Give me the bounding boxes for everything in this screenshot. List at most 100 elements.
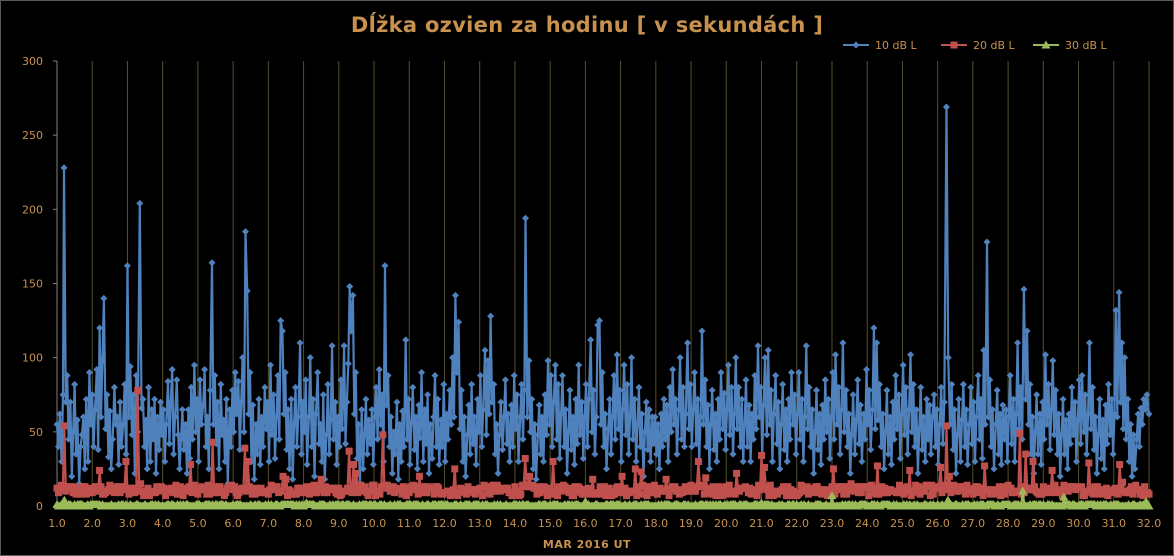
data-point-series-1 <box>284 406 292 414</box>
data-point-series-1 <box>876 380 884 388</box>
data-point-series-1 <box>66 398 74 406</box>
data-point-series-1 <box>62 398 70 406</box>
data-point-series-1 <box>1106 431 1114 439</box>
data-point-series-1 <box>495 431 503 439</box>
data-point-series-2 <box>379 431 387 439</box>
data-point-series-1 <box>122 450 130 458</box>
data-point-series-2 <box>398 490 406 498</box>
data-point-series-2 <box>1045 484 1053 492</box>
data-point-series-1 <box>518 380 526 388</box>
x-tick-label: 9.0 <box>330 517 348 530</box>
data-point-series-1 <box>1036 410 1044 418</box>
data-point-series-2 <box>981 462 989 470</box>
data-point-series-1 <box>82 395 90 403</box>
data-point-series-1 <box>1005 413 1013 421</box>
data-point-series-1 <box>961 443 969 451</box>
data-point-series-2 <box>810 489 818 497</box>
data-point-series-1 <box>595 317 603 325</box>
data-point-series-1 <box>889 398 897 406</box>
data-point-series-1 <box>628 354 636 362</box>
data-point-series-1 <box>434 395 442 403</box>
data-point-series-1 <box>522 214 530 222</box>
data-point-series-1 <box>773 440 781 448</box>
data-point-series-2 <box>489 481 497 489</box>
data-point-series-1 <box>245 410 253 418</box>
data-point-series-1 <box>419 458 427 465</box>
data-point-series-1 <box>56 410 64 418</box>
data-point-series-2 <box>904 487 912 495</box>
data-point-series-1 <box>275 435 283 443</box>
data-point-series-1 <box>808 406 816 414</box>
data-point-series-1 <box>503 440 511 448</box>
data-point-series-1 <box>162 420 170 428</box>
data-point-series-1 <box>84 458 92 465</box>
data-point-series-2 <box>865 492 873 500</box>
data-point-series-2 <box>715 483 723 491</box>
data-point-series-1 <box>995 450 1003 458</box>
data-point-series-1 <box>887 460 895 468</box>
data-point-series-1 <box>541 391 549 399</box>
data-point-series-1 <box>884 450 892 458</box>
data-point-series-1 <box>670 420 678 428</box>
data-point-series-2 <box>969 490 977 498</box>
data-point-series-2 <box>645 489 653 497</box>
data-point-series-1 <box>1069 431 1077 439</box>
data-point-series-1 <box>444 435 452 443</box>
y-tick-label: 0 <box>36 500 43 513</box>
data-point-series-2 <box>755 481 763 489</box>
data-point-series-1 <box>836 450 844 458</box>
data-point-series-2 <box>435 484 443 492</box>
data-point-series-1 <box>438 443 446 451</box>
data-point-series-2 <box>997 492 1005 500</box>
data-point-series-1 <box>1009 395 1017 403</box>
data-point-series-1 <box>703 443 711 451</box>
data-point-series-2 <box>172 481 180 489</box>
data-point-series-1 <box>371 413 379 421</box>
data-point-series-1 <box>918 446 926 454</box>
data-point-series-1 <box>106 407 114 415</box>
data-point-series-1 <box>152 469 160 477</box>
data-point-series-1 <box>475 428 483 436</box>
data-point-series-2 <box>204 481 212 489</box>
data-point-series-1 <box>986 376 994 384</box>
data-point-series-2 <box>873 462 881 470</box>
data-point-series-2 <box>1031 483 1039 491</box>
data-point-series-1 <box>333 460 341 468</box>
data-point-series-1 <box>375 366 383 374</box>
data-point-series-1 <box>874 416 882 424</box>
data-point-series-1 <box>63 371 71 379</box>
data-point-series-1 <box>1028 413 1036 421</box>
data-point-series-1 <box>1045 380 1053 388</box>
data-point-series-1 <box>509 443 517 451</box>
data-point-series-2 <box>423 489 431 497</box>
data-point-series-1 <box>701 376 709 384</box>
data-point-series-1 <box>787 369 795 376</box>
data-point-series-2 <box>430 490 438 498</box>
data-point-series-1 <box>686 380 694 388</box>
data-point-series-1 <box>726 431 734 439</box>
data-point-series-1 <box>1103 440 1111 448</box>
data-point-series-1 <box>116 398 124 406</box>
data-point-series-1 <box>485 410 493 418</box>
data-point-series-1 <box>340 342 348 350</box>
data-point-series-1 <box>239 354 247 362</box>
data-point-series-1 <box>609 413 617 421</box>
data-point-series-1 <box>868 406 876 414</box>
data-point-series-1 <box>69 428 77 436</box>
data-point-series-1 <box>1043 420 1051 428</box>
data-point-series-1 <box>623 380 631 388</box>
data-point-series-1 <box>125 413 133 421</box>
data-point-series-1 <box>641 428 649 436</box>
data-point-series-2 <box>521 455 529 463</box>
data-point-series-1 <box>119 420 127 428</box>
data-point-series-1 <box>730 410 738 418</box>
data-point-series-2 <box>962 490 970 498</box>
data-point-series-1 <box>802 342 810 350</box>
data-point-series-1 <box>691 369 699 376</box>
data-point-series-1 <box>303 460 311 468</box>
data-point-series-1 <box>96 324 104 332</box>
data-point-series-1 <box>937 383 945 391</box>
data-point-series-2 <box>352 469 360 477</box>
data-point-series-2 <box>763 486 771 494</box>
data-point-series-1 <box>1062 416 1070 424</box>
